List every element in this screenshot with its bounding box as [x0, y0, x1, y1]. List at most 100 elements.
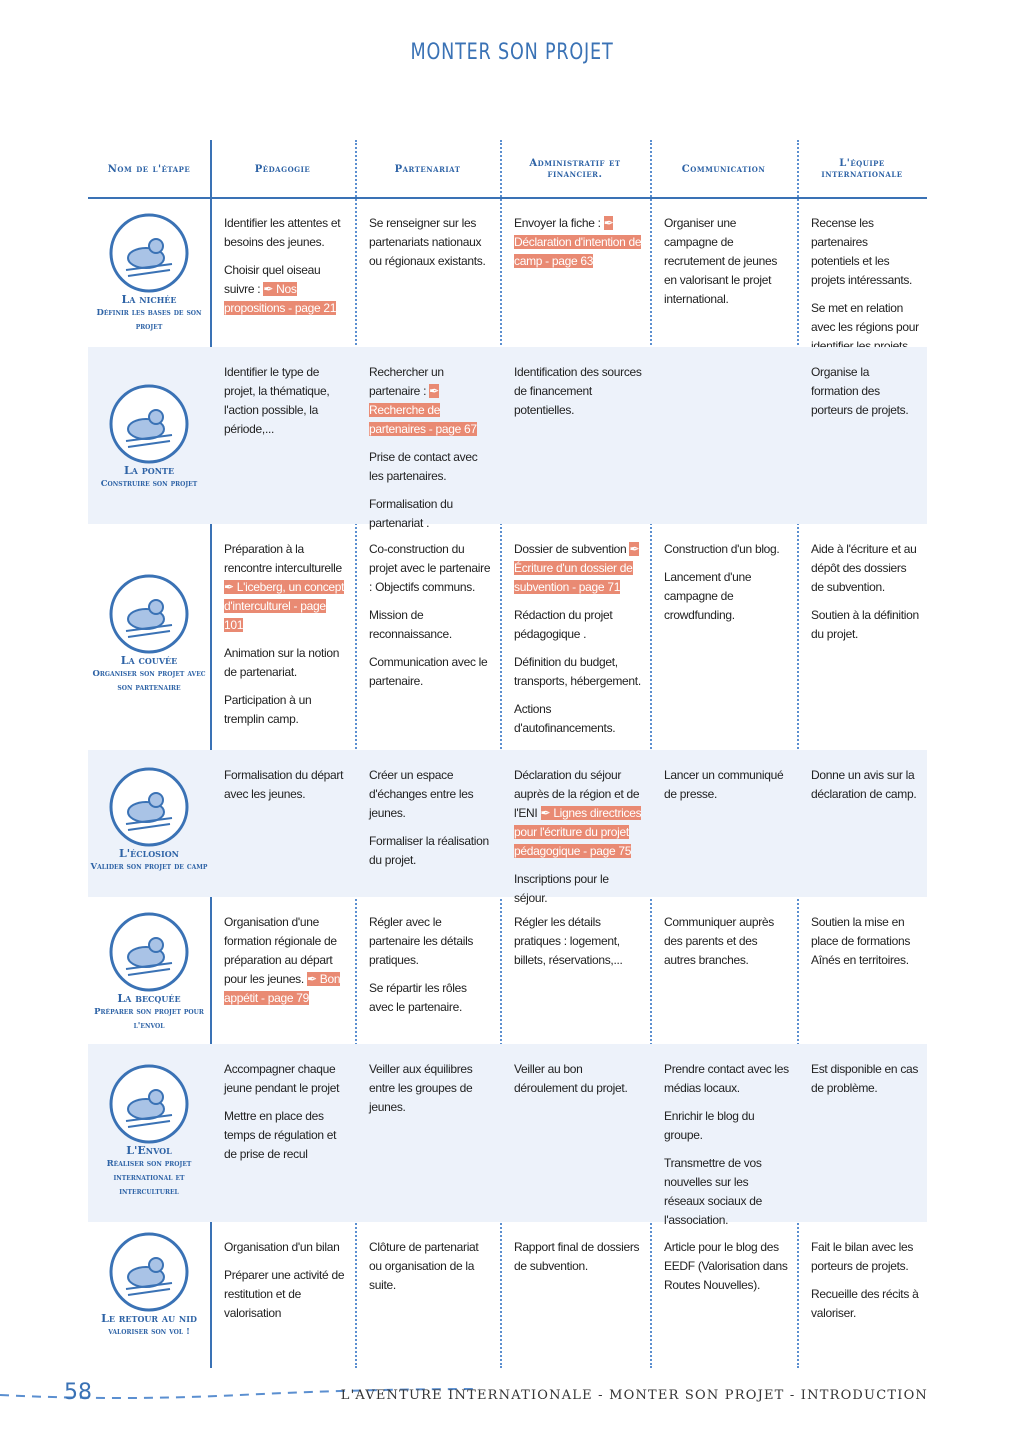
- paragraph: Organisation d'un bilan: [224, 1240, 340, 1254]
- paragraph: Régler avec le partenaire les détails pr…: [369, 915, 474, 967]
- table-cell: Fait le bilan avec les porteurs de proje…: [811, 1238, 919, 1332]
- paragraph: Soutien à la définition du projet.: [811, 608, 919, 641]
- stage-name: L'Envol: [126, 1144, 172, 1157]
- table-row: L'éclosion Valider son projet de camp Form…: [88, 750, 927, 905]
- paragraph: Est disponible en cas de problème.: [811, 1062, 919, 1095]
- stage-label: La becquée Préparer son projet pour l'env…: [88, 992, 210, 1033]
- table-cell: Article pour le blog des EEDF (Valorisat…: [664, 1238, 789, 1304]
- paragraph: Soutien la mise en place de formations A…: [811, 915, 911, 967]
- footer-text: L'AVENTURE INTERNATIONALE - MONTER SON P…: [340, 1388, 928, 1403]
- table-cell: Construction d'un blog. Lancement d'une c…: [664, 540, 789, 634]
- paragraph: Actions d'autofinancements.: [514, 702, 616, 735]
- stage-subtitle: Préparer son projet pour l'envol: [94, 1007, 204, 1031]
- paragraph: Rechercher un partenaire : ✒ Recherche d…: [369, 363, 492, 439]
- table-cell: Donne un avis sur la déclaration de camp…: [811, 766, 919, 813]
- paragraph: Prise de contact avec les partenaires.: [369, 450, 478, 483]
- paragraph: Veiller aux équilibres entre les groupes…: [369, 1062, 473, 1114]
- paragraph: Choisir quel oiseau suivre : ✒ Nos propo…: [224, 261, 347, 318]
- table-cell: Veiller aux équilibres entre les groupes…: [369, 1060, 492, 1126]
- stage-name: La couvée: [120, 654, 178, 667]
- table-cell: Accompagner chaque jeune pendant le proj…: [224, 1060, 347, 1173]
- table-cell: Est disponible en cas de problème.: [811, 1060, 919, 1107]
- table-cell: Prendre contact avec les médias locaux. E…: [664, 1060, 789, 1239]
- stage-name: L'éclosion: [119, 847, 179, 860]
- table-row: La couvée Organiser son projet avec son p…: [88, 524, 927, 750]
- stage-icon: [109, 1064, 189, 1144]
- paragraph: Se répartir les rôles avec le partenaire…: [369, 981, 467, 1014]
- table-cell: Déclaration du séjour auprès de la régio…: [514, 766, 642, 917]
- paragraph: Transmettre de vos nouvelles sur les rés…: [664, 1156, 762, 1227]
- link-text: Écriture d'un dossier de subvention - pa…: [514, 561, 633, 594]
- header-rule: [88, 197, 927, 199]
- column-header: Partenariat: [394, 163, 461, 175]
- paragraph: Clôture de partenariat ou organisation d…: [369, 1240, 479, 1292]
- stage-subtitle: Organiser son projet avec son partenaire: [92, 669, 206, 693]
- paragraph: Communiquer auprès des parents et des au…: [664, 915, 774, 967]
- stage-label: L'Envol Réaliser son projet international…: [88, 1144, 210, 1199]
- stage-label: La nichée Définir les bases de son projet: [88, 293, 210, 334]
- stage-subtitle: valoriser son vol !: [108, 1327, 190, 1337]
- link-text: Bon appétit - page 79: [224, 972, 341, 1005]
- stage-name: Le retour au nid: [101, 1312, 197, 1325]
- paragraph: Veiller au bon déroulement du projet.: [514, 1062, 628, 1095]
- paragraph: Lancer un communiqué de presse.: [664, 768, 784, 801]
- paragraph: Envoyer la fiche : ✒ Déclaration d'inten…: [514, 214, 642, 271]
- stage-icon: [109, 1232, 189, 1312]
- paragraph: Déclaration du séjour auprès de la régio…: [514, 766, 642, 861]
- table-cell: Identifier les attentes et besoins des j…: [224, 214, 347, 327]
- paragraph-text: Dossier de subvention: [514, 542, 627, 556]
- paragraph: Enrichir le blog du groupe.: [664, 1109, 755, 1142]
- paragraph: Co-construction du projet avec le parten…: [369, 542, 491, 594]
- stage-name: La ponte: [123, 464, 175, 477]
- paragraph: Organise la formation des porteurs de pr…: [811, 365, 909, 417]
- paragraph: Préparation à la rencontre interculturel…: [224, 540, 347, 635]
- table-row: La ponte Construire son projet Identifier …: [88, 347, 927, 530]
- table-cell: Rapport final de dossiers de subvention.: [514, 1238, 642, 1285]
- paragraph: Organiser une campagne de recrutement de…: [664, 216, 778, 306]
- stage-icon: [109, 384, 189, 464]
- link[interactable]: ✒ Lignes directrices pour l'écriture du …: [514, 806, 642, 858]
- table-cell: Clôture de partenariat ou organisation d…: [369, 1238, 492, 1304]
- table-cell: Lancer un communiqué de presse.: [664, 766, 789, 813]
- stage-subtitle: Définir les bases de son projet: [96, 308, 202, 332]
- paragraph: Formalisation du départ avec les jeunes.: [224, 768, 344, 801]
- stage-label: Le retour au nid valoriser son vol !: [88, 1312, 210, 1339]
- paragraph: Aide à l'écriture et au dépôt des dossie…: [811, 542, 917, 594]
- page-number: 58: [64, 1380, 92, 1405]
- paragraph: Communication avec le partenaire.: [369, 655, 488, 688]
- table-row: Le retour au nid valoriser son vol ! Organ…: [88, 1222, 927, 1368]
- table-cell: Veiller au bon déroulement du projet.: [514, 1060, 642, 1107]
- page-title: MONTER SON PROJET: [410, 40, 614, 65]
- table-cell: Formalisation du départ avec les jeunes.: [224, 766, 347, 813]
- paragraph: Recueille des récits à valoriser.: [811, 1287, 919, 1320]
- paragraph: Fait le bilan avec les porteurs de proje…: [811, 1240, 914, 1273]
- paragraph: Prendre contact avec les médias locaux.: [664, 1062, 789, 1095]
- link-text: Lignes directrices pour l'écriture du pr…: [514, 806, 642, 858]
- paragraph: Identifier le type de projet, la thémati…: [224, 365, 330, 436]
- paragraph: Accompagner chaque jeune pendant le proj…: [224, 1062, 340, 1095]
- footer-line: [0, 1388, 481, 1399]
- stage-subtitle: Construire son projet: [100, 479, 198, 489]
- table-cell: Aide à l'écriture et au dépôt des dossie…: [811, 540, 919, 653]
- paragraph-text: Rechercher un partenaire :: [369, 365, 444, 398]
- column-header: Nom de l'étape: [107, 163, 191, 175]
- paragraph: Identification des sources de financemen…: [514, 365, 642, 417]
- table-cell: Co-construction du projet avec le parten…: [369, 540, 492, 700]
- paragraph: Formaliser la réalisation du projet.: [369, 834, 489, 867]
- paragraph: Donne un avis sur la déclaration de camp…: [811, 768, 917, 801]
- stage-icon: [109, 213, 189, 293]
- table-cell: Préparation à la rencontre interculturel…: [224, 540, 347, 738]
- stage-subtitle: Valider son projet de camp: [90, 862, 208, 872]
- link-text: Nos propositions - page 21: [224, 282, 337, 315]
- link-text: Recherche de partenaires - page 67: [369, 403, 477, 436]
- stage-label: L'éclosion Valider son projet de camp: [88, 847, 210, 874]
- paragraph: Organisation d'une formation régionale d…: [224, 913, 347, 1008]
- link[interactable]: ✒ L'iceberg, un concept d'interculturel …: [224, 580, 345, 632]
- paragraph: Inscriptions pour le séjour.: [514, 872, 609, 905]
- paragraph-text: Envoyer la fiche :: [514, 216, 601, 230]
- table-cell: Communiquer auprès des parents et des au…: [664, 913, 789, 979]
- paragraph-text: Choisir quel oiseau suivre :: [224, 263, 321, 296]
- paragraph: Dossier de subvention ✒ Écriture d'un do…: [514, 540, 642, 597]
- paragraph: Participation à un tremplin camp.: [224, 693, 312, 726]
